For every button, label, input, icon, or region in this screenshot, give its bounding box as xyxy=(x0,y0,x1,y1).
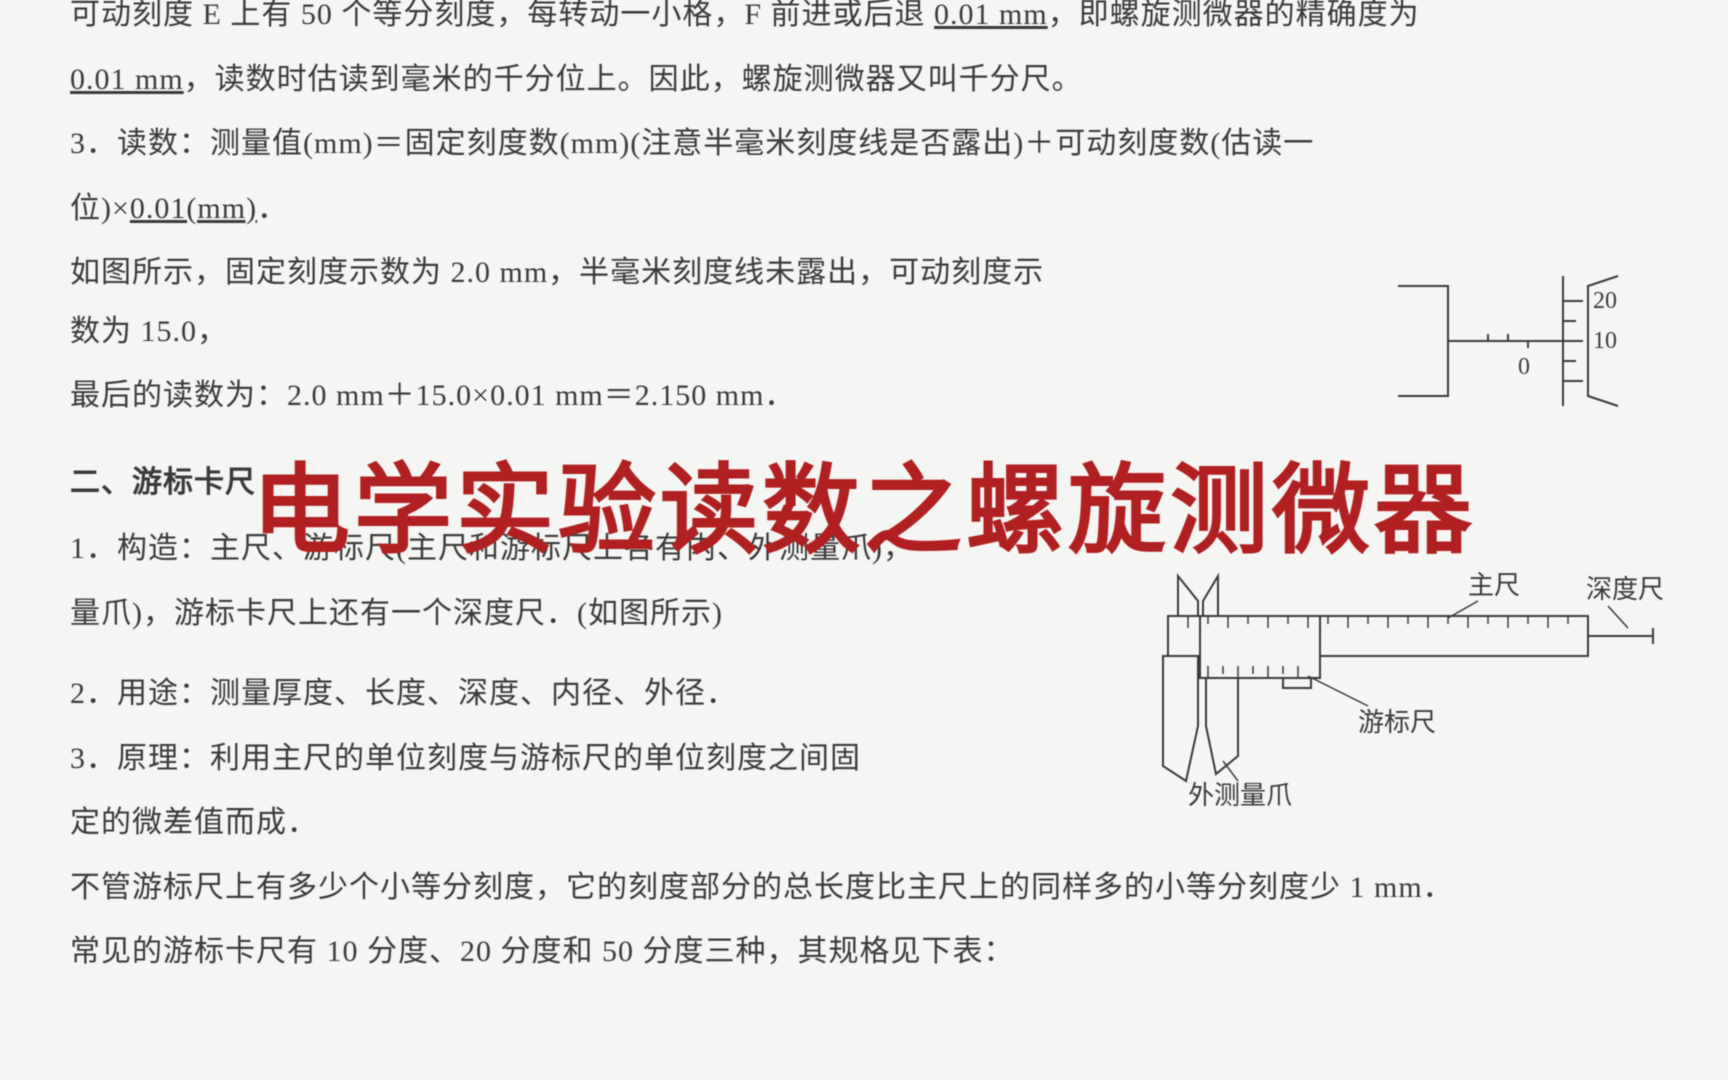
paragraph: 最后的读数为：2.0 mm＋15.0×0.01 mm＝2.150 mm． xyxy=(70,367,1055,426)
paragraph: 如图所示，固定刻度示数为 2.0 mm，半毫米刻度线未露出，可动刻度示数为 15… xyxy=(70,244,1055,361)
paragraph: 2．用途：测量厚度、长度、深度、内径、外径． xyxy=(70,665,1055,724)
paragraph: 可动刻度 E 上有 50 个等分刻度，每转动一小格，F 前进或后退 0.01 m… xyxy=(70,0,1658,45)
caliper-label-vernier: 游标尺 xyxy=(1358,708,1436,737)
underlined-value: 0.01(mm) xyxy=(130,192,257,225)
paragraph: 3．读数：测量值(mm)＝固定刻度数(mm)(注意半毫米刻度线是否露出)＋可动刻… xyxy=(70,115,1658,174)
scale-tick-20: 20 xyxy=(1593,288,1617,314)
paragraph: 1．构造：主尺、游标尺(主尺和游标尺上各有内、外测量爪)， xyxy=(70,520,1055,579)
paragraph: 量爪)，游标卡尺上还有一个深度尺．(如图所示) xyxy=(70,585,1055,644)
scale-tick-10: 10 xyxy=(1593,328,1617,354)
caliper-label-main: 主尺 xyxy=(1468,571,1520,600)
paragraph: 0.01 mm，读数时估读到毫米的千分位上。因此，螺旋测微器又叫千分尺。 xyxy=(70,51,1658,110)
paragraph: 3．原理：利用主尺的单位刻度与游标尺的单位刻度之间固 xyxy=(70,730,1055,789)
text: ，读数时估读到毫米的千分位上。因此，螺旋测微器又叫千分尺。 xyxy=(184,63,1083,96)
paragraph: 位)×0.01(mm)． xyxy=(70,180,1658,239)
underlined-value: 0.01 mm xyxy=(934,0,1048,31)
micrometer-icon: 0 20 10 xyxy=(1388,256,1648,426)
micrometer-diagram: 0 20 10 xyxy=(1388,256,1648,426)
text: ，即螺旋测微器的精确度为 xyxy=(1048,0,1420,31)
paragraph: 不管游标尺上有多少个小等分刻度，它的刻度部分的总长度比主尺上的同样多的小等分刻度… xyxy=(70,859,1658,918)
caliper-diagram: 主尺 深度尺 游标尺 外测量爪 xyxy=(1108,546,1668,806)
section-title: 二、游标卡尺 xyxy=(70,454,1658,513)
caliper-label-depth: 深度尺 xyxy=(1586,575,1664,604)
text: 位)× xyxy=(70,192,130,225)
paragraph: 常见的游标卡尺有 10 分度、20 分度和 50 分度三种，其规格见下表： xyxy=(70,923,1658,982)
caliper-icon: 主尺 深度尺 游标尺 外测量爪 xyxy=(1108,546,1668,806)
caliper-label-outer: 外测量爪 xyxy=(1188,781,1292,806)
document-body: 可动刻度 E 上有 50 个等分刻度，每转动一小格，F 前进或后退 0.01 m… xyxy=(0,0,1728,982)
underlined-value: 0.01 mm xyxy=(70,63,184,96)
scale-tick-0: 0 xyxy=(1518,354,1530,380)
text: ． xyxy=(257,192,288,225)
text: 可动刻度 E 上有 50 个等分刻度，每转动一小格，F 前进或后退 xyxy=(70,0,934,31)
